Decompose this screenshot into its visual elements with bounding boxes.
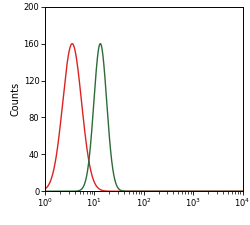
Y-axis label: Counts: Counts	[11, 82, 21, 116]
